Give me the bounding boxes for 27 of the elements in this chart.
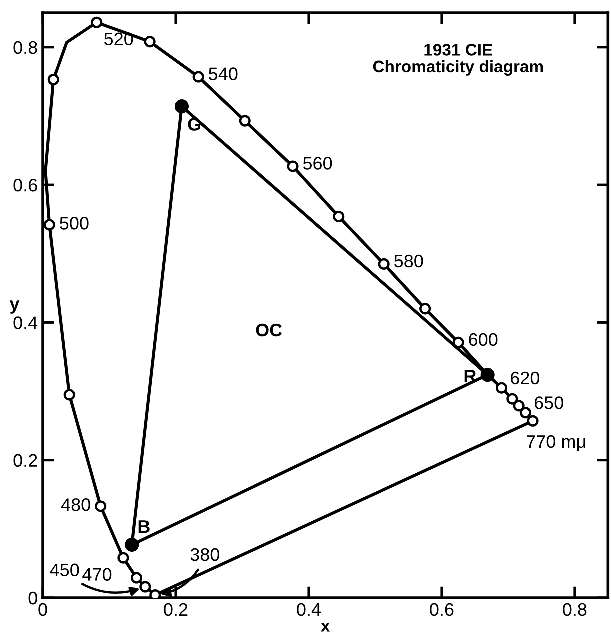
annotation: 560 <box>303 157 332 170</box>
x-tick-label: 0.6 <box>430 603 454 616</box>
annotation: 470 <box>82 568 112 581</box>
annotation: 380 <box>190 548 220 562</box>
x-tick-label: 0 <box>38 603 48 616</box>
x-tick-label: 0.4 <box>297 603 321 616</box>
annotation: 600 <box>469 333 498 346</box>
y-tick-label: 0.2 <box>14 454 38 468</box>
annotation: OC <box>256 324 282 337</box>
annotation: 580 <box>394 254 424 268</box>
annotation: 620 <box>511 372 540 385</box>
annotation: 650 <box>534 396 564 410</box>
x-tick-label: 0.2 <box>164 603 188 616</box>
y-tick-label: 0.8 <box>14 41 38 54</box>
annotation: 450 <box>50 564 80 577</box>
y-axis-title: y <box>10 300 20 314</box>
text: 1931 CIE Chromaticity diagram <box>373 44 544 76</box>
annotation: 770 mμ <box>527 435 586 452</box>
annotation: 540 <box>209 68 238 80</box>
y-tick-label: 0.6 <box>14 178 38 192</box>
annotation: 480 <box>61 498 90 512</box>
y-tick-label: 0.4 <box>14 316 38 330</box>
annotation: B <box>138 520 150 534</box>
annotation: 500 <box>60 217 89 230</box>
y-tick-label: 0 <box>28 592 38 605</box>
x-axis-title: x <box>321 622 330 632</box>
x-tick-label: 0.8 <box>563 603 587 616</box>
